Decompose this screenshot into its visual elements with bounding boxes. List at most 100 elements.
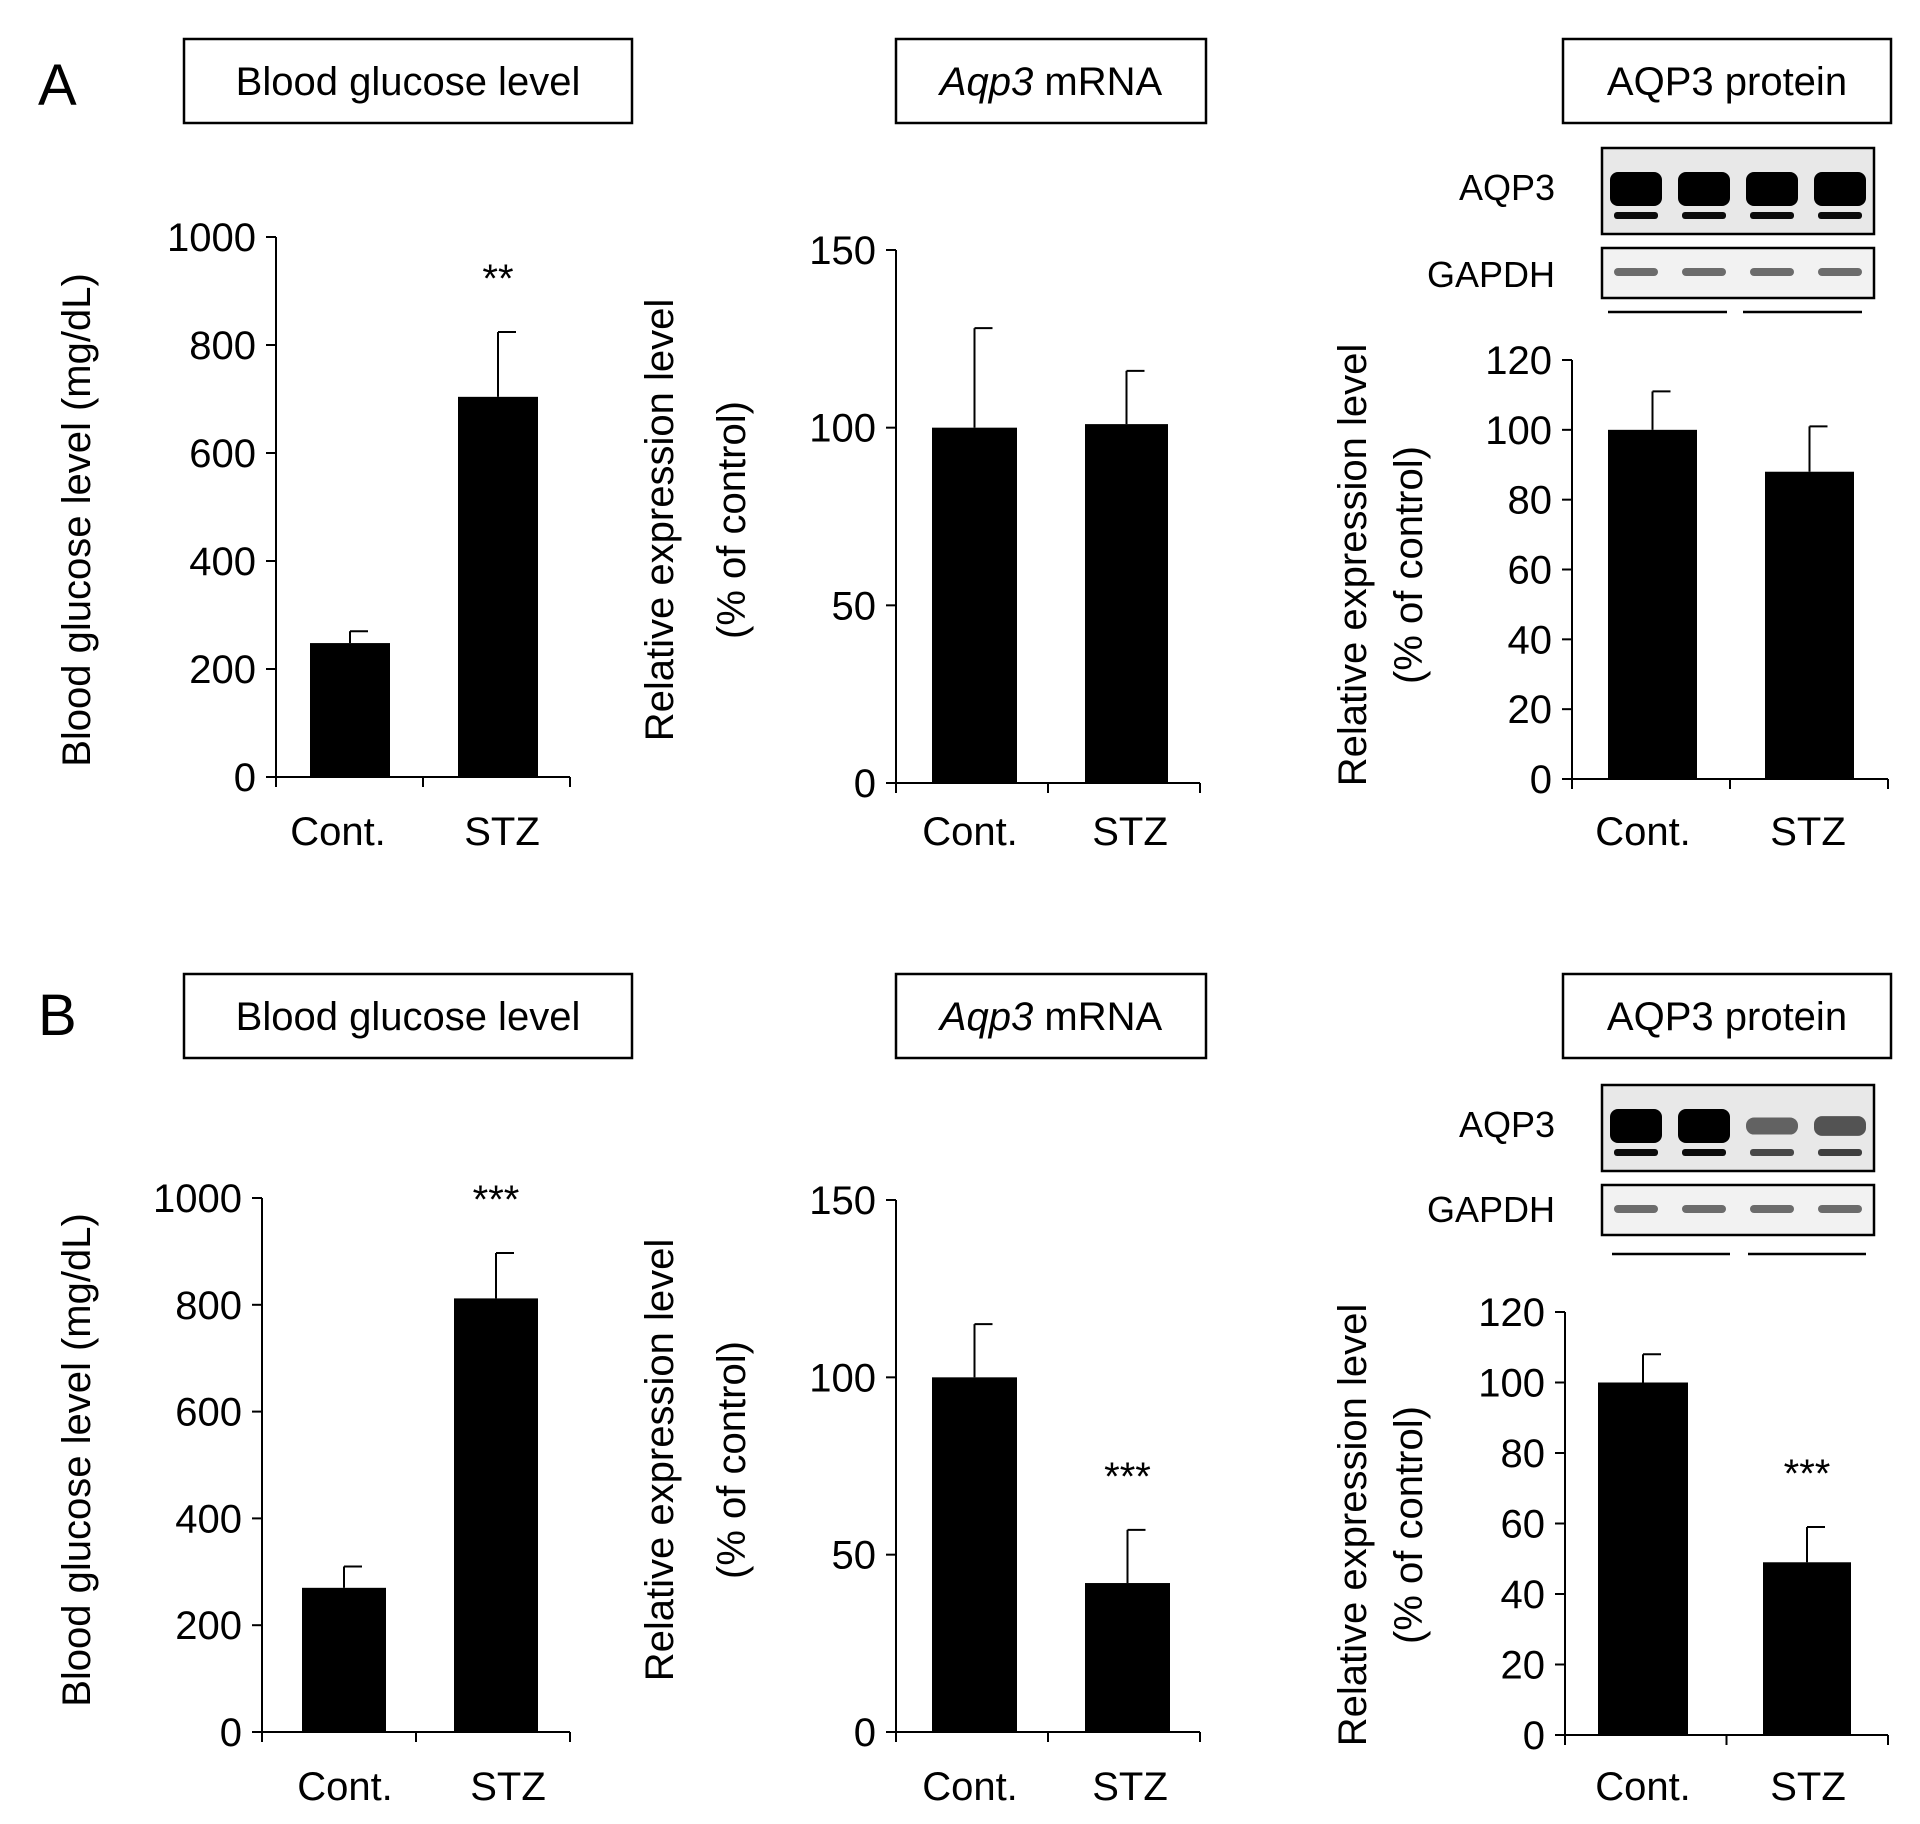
y-tick-label: 600 [175, 1391, 242, 1435]
y-axis-label: Blood glucose level (mg/dL) [55, 1213, 99, 1707]
y-tick-label: 100 [809, 1356, 876, 1400]
y-tick-label: 20 [1501, 1644, 1546, 1688]
y-tick-label: 1000 [153, 1177, 242, 1221]
significance-marker: *** [473, 1178, 520, 1222]
blot-band-gapdh [1818, 268, 1862, 276]
chart-title: Blood glucose level [236, 995, 581, 1039]
blot-band-aqp3-lower [1750, 1149, 1794, 1156]
chart-title-box [182, 37, 634, 125]
bar-cont [1598, 1382, 1688, 1735]
chart-title-box [1561, 37, 1893, 125]
chart-title: Aqp3 mRNA [938, 995, 1163, 1039]
chart-title-gene: Aqp3 [938, 60, 1033, 104]
bar-cont [932, 1377, 1017, 1732]
blot-band-aqp3-upper [1678, 1109, 1730, 1143]
x-category-label: Cont. [922, 1765, 1018, 1809]
y-tick-label: 150 [809, 1179, 876, 1223]
bar-cont [310, 643, 390, 777]
panel-letter-b: B [38, 983, 77, 1048]
y-tick-label: 0 [854, 1711, 876, 1755]
x-category-label: Cont. [1595, 1765, 1691, 1809]
x-category-label: STZ [1092, 810, 1168, 854]
blot-band-aqp3-upper [1746, 1117, 1798, 1135]
x-category-label: STZ [1092, 1765, 1168, 1809]
blot-band-gapdh [1682, 268, 1726, 276]
y-tick-label: 1000 [167, 216, 256, 260]
significance-marker: ** [482, 257, 513, 301]
y-tick-label: 150 [809, 229, 876, 273]
chart-title-box [1561, 972, 1893, 1060]
y-tick-label: 400 [175, 1497, 242, 1541]
bar-stz [1763, 1562, 1851, 1735]
blot-band-gapdh [1682, 1205, 1726, 1213]
blot-band-aqp3-lower [1614, 212, 1658, 219]
chart-title-box [182, 972, 634, 1060]
chart-title: Blood glucose level [236, 60, 581, 104]
blot-band-gapdh [1750, 268, 1794, 276]
blot-band-aqp3-upper [1814, 1116, 1866, 1136]
blot-band-gapdh [1750, 1205, 1794, 1213]
bar-stz [454, 1298, 538, 1732]
bar-stz [458, 396, 538, 777]
y-axis-label: Relative expression level [1331, 1304, 1375, 1746]
blot-band-aqp3-upper [1814, 172, 1866, 206]
y-tick-label: 50 [832, 1534, 877, 1578]
y-axis-label: Blood glucose level (mg/dL) [55, 273, 99, 767]
y-tick-label: 200 [175, 1604, 242, 1648]
y-axis-label: Relative expression level [638, 1239, 682, 1681]
y-axis-label-unit: (% of control) [1387, 446, 1431, 684]
x-category-label: STZ [1770, 1765, 1846, 1809]
y-tick-label: 400 [189, 540, 256, 584]
y-axis-label-unit: (% of control) [710, 401, 754, 639]
chart-title-rest: mRNA [1033, 60, 1162, 104]
y-axis-label-unit: (% of control) [1387, 1406, 1431, 1644]
blot-band-aqp3-lower [1682, 212, 1726, 219]
blot-label-gapdh: GAPDH [1427, 254, 1555, 295]
chart-title: AQP3 protein [1607, 995, 1847, 1039]
chart-title-box [894, 972, 1208, 1060]
y-tick-label: 60 [1508, 549, 1553, 593]
y-tick-label: 600 [189, 432, 256, 476]
x-category-label: Cont. [297, 1765, 393, 1809]
blot-band-gapdh [1614, 1205, 1658, 1213]
chart-title-rest: mRNA [1033, 995, 1162, 1039]
x-category-label: Cont. [1595, 810, 1691, 854]
significance-marker: *** [1104, 1455, 1151, 1499]
chart-title-box [894, 37, 1208, 125]
y-tick-label: 200 [189, 648, 256, 692]
y-tick-label: 120 [1478, 1291, 1545, 1335]
y-axis-label: Relative expression level [638, 299, 682, 741]
blot-band-aqp3-upper [1610, 172, 1662, 206]
blot-band-aqp3-lower [1614, 1149, 1658, 1156]
blot-band-aqp3-lower [1818, 212, 1862, 219]
blot-band-aqp3-upper [1678, 172, 1730, 206]
blot-label-aqp3: AQP3 [1459, 1104, 1555, 1145]
y-tick-label: 100 [1478, 1362, 1545, 1406]
blot-band-gapdh [1614, 268, 1658, 276]
y-tick-label: 40 [1501, 1573, 1546, 1617]
y-tick-label: 50 [832, 584, 877, 628]
chart-title: AQP3 protein [1607, 60, 1847, 104]
x-category-label: STZ [464, 810, 540, 854]
x-category-label: Cont. [290, 810, 386, 854]
bar-cont [1608, 429, 1697, 779]
y-tick-label: 800 [189, 324, 256, 368]
x-category-label: STZ [470, 1765, 546, 1809]
blot-label-aqp3: AQP3 [1459, 167, 1555, 208]
panel-letter-a: A [38, 53, 77, 118]
blot-band-aqp3-upper [1746, 172, 1798, 206]
x-category-label: STZ [1770, 810, 1846, 854]
blot-band-aqp3-lower [1682, 1149, 1726, 1156]
y-tick-label: 80 [1508, 479, 1553, 523]
y-tick-label: 100 [1485, 409, 1552, 453]
y-tick-label: 20 [1508, 688, 1553, 732]
y-tick-label: 0 [1530, 758, 1552, 802]
bar-stz [1765, 471, 1854, 779]
y-tick-label: 80 [1501, 1432, 1546, 1476]
blot-band-aqp3-upper [1610, 1109, 1662, 1143]
blot-band-aqp3-lower [1750, 212, 1794, 219]
y-tick-label: 120 [1485, 339, 1552, 383]
bar-cont [932, 427, 1017, 783]
y-axis-label-unit: (% of control) [710, 1341, 754, 1579]
